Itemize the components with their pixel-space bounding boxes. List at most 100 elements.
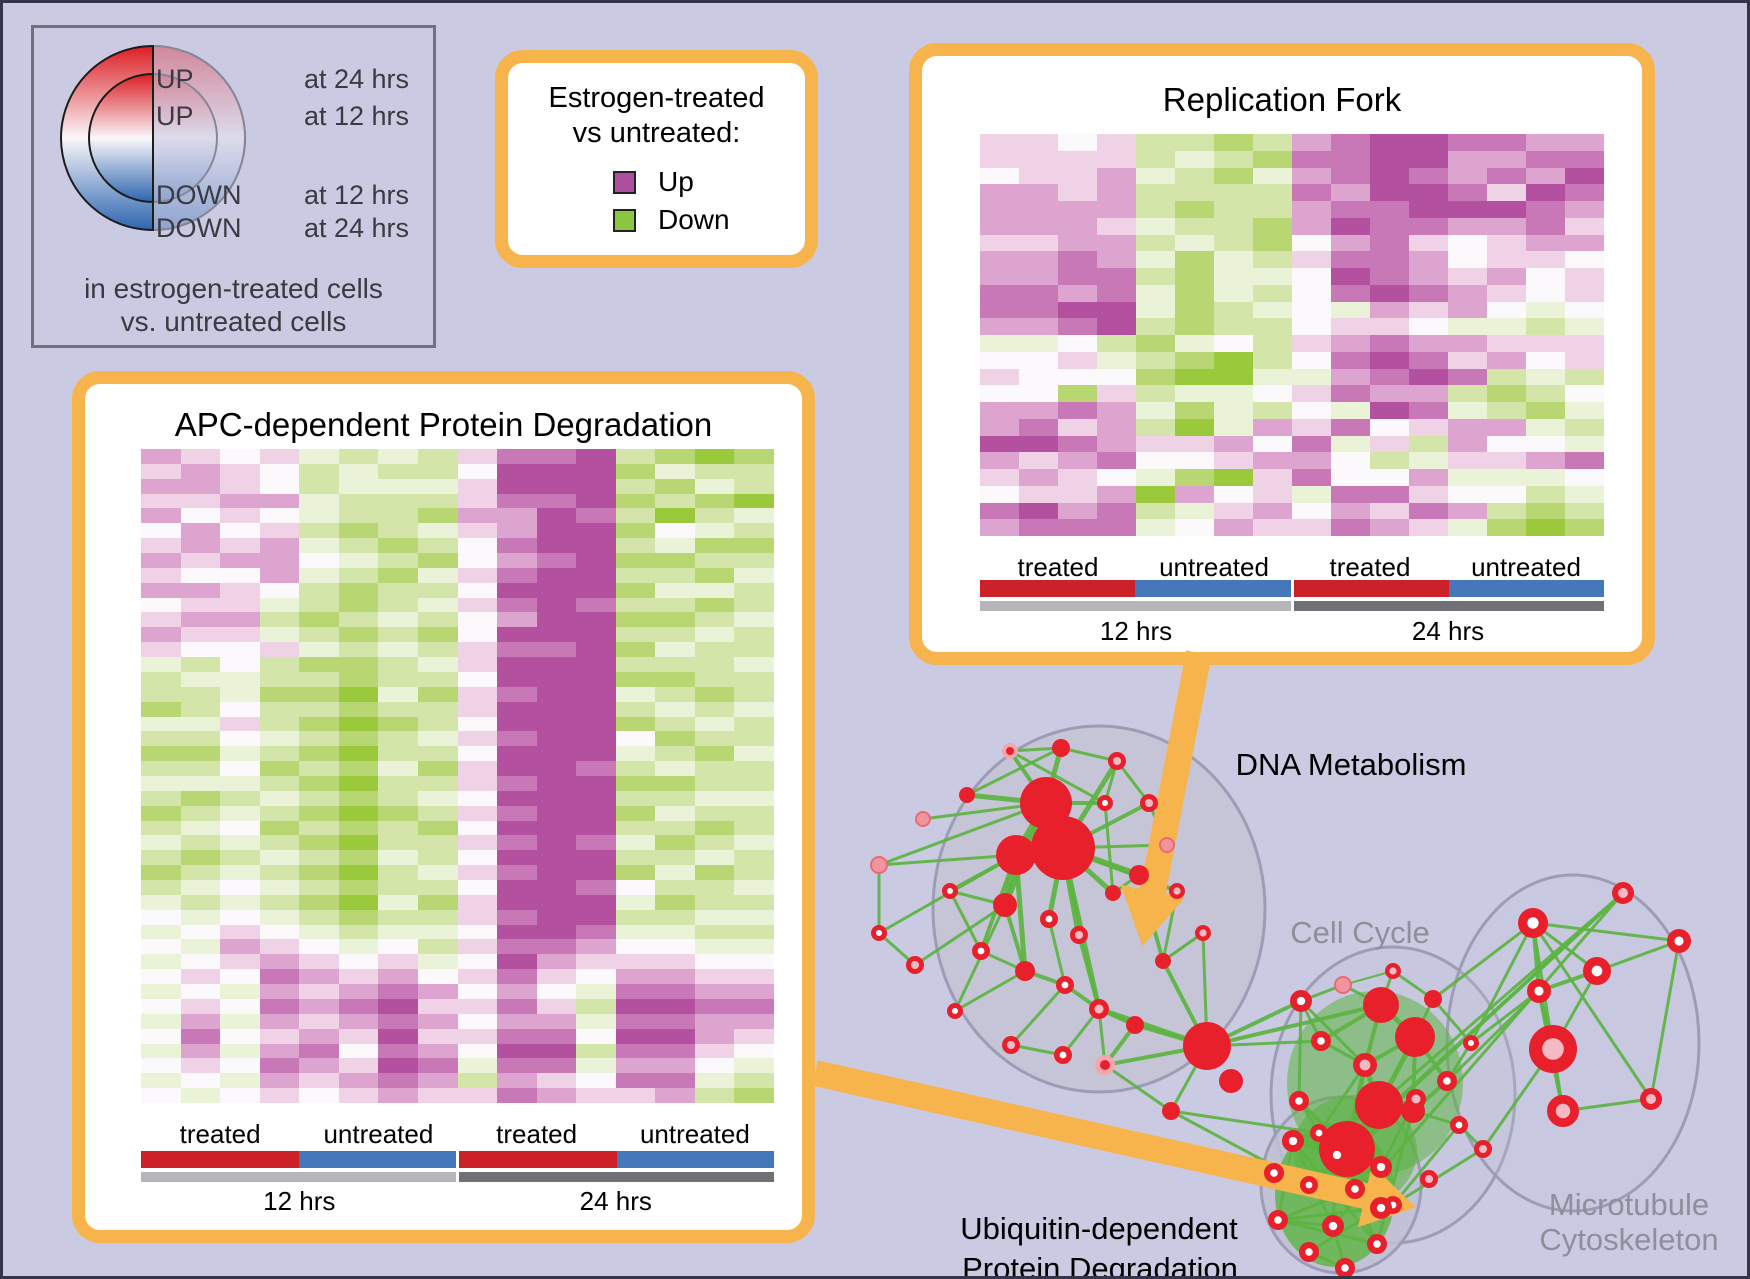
heatmap-cell xyxy=(655,909,695,925)
gene-node xyxy=(1526,978,1551,1003)
heatmap-cell xyxy=(299,1013,339,1029)
heatmap-cell xyxy=(1409,150,1448,168)
ring-time: at 12 hrs xyxy=(303,180,409,210)
gene-node xyxy=(1194,925,1211,942)
heatmap-cell xyxy=(338,880,379,895)
heatmap-cell xyxy=(1526,167,1565,185)
heatmap-cell xyxy=(1370,418,1409,436)
heatmap-cell xyxy=(1526,284,1565,302)
network-edge xyxy=(1137,874,1165,962)
heatmap-cell xyxy=(497,954,537,970)
heatmap-cell xyxy=(141,478,181,494)
network-edge xyxy=(1015,843,1064,860)
heatmap-cell xyxy=(141,761,181,776)
heatmap-cell xyxy=(980,184,1019,201)
heatmap-cell xyxy=(1331,502,1370,520)
heatmap-cell xyxy=(576,850,616,866)
heatmap-cell xyxy=(1565,418,1604,436)
gene-node xyxy=(1095,1055,1115,1075)
heatmap-cell xyxy=(694,553,735,568)
heatmap-cell xyxy=(299,523,339,539)
heatmap-cell xyxy=(1526,184,1565,201)
untreated-bar xyxy=(1448,580,1604,597)
down-label: Down xyxy=(658,204,730,235)
heatmap-cell xyxy=(536,627,577,643)
heatmap-cell xyxy=(220,642,260,658)
heatmap-cell xyxy=(220,612,260,628)
heatmap-cell xyxy=(694,657,735,672)
heatmap-cell xyxy=(259,538,300,554)
heatmap-cell xyxy=(259,909,300,925)
heatmap-cell xyxy=(1175,201,1214,218)
heatmap-cell xyxy=(180,1013,221,1029)
heatmap-cell xyxy=(1058,201,1097,218)
heatmap-cell xyxy=(417,478,458,494)
heatmap-cell xyxy=(1019,234,1058,252)
heatmap-cell xyxy=(417,998,458,1014)
heatmap-cell xyxy=(734,1088,774,1103)
heatmap-cell xyxy=(615,1088,656,1103)
heatmap-cell xyxy=(1097,201,1136,218)
heatmap-cell xyxy=(299,880,339,895)
apc-condition-bars xyxy=(141,1151,774,1168)
gene-node xyxy=(1370,1156,1393,1179)
heatmap-cell xyxy=(1214,217,1253,235)
heatmap-cell xyxy=(259,865,300,881)
heatmap-cell xyxy=(457,508,498,524)
ring-caption-line2: vs. untreated cells xyxy=(120,306,347,337)
heatmap-cell xyxy=(1565,351,1604,369)
heatmap-cell xyxy=(576,998,616,1014)
heatmap-cell xyxy=(536,998,577,1014)
gene-node xyxy=(1406,1089,1426,1109)
legend-item-down: Down xyxy=(613,204,730,236)
network-edge xyxy=(1104,1063,1172,1113)
heatmap-cell xyxy=(1214,385,1253,402)
heatmap-cell xyxy=(734,597,774,613)
heatmap-cell xyxy=(1019,385,1058,402)
network-edge xyxy=(1362,1064,1382,1106)
heatmap-cell xyxy=(417,850,458,866)
network-edge xyxy=(1061,845,1141,878)
apc-title: APC-dependent Protein Degradation xyxy=(174,406,713,443)
heatmap-cell xyxy=(141,790,181,806)
heatmap-cell xyxy=(980,335,1019,352)
untreated-bar xyxy=(1135,580,1291,597)
heatmap-cell xyxy=(1565,284,1604,302)
heatmap-cell xyxy=(1565,318,1604,335)
gene-node xyxy=(1384,963,1401,980)
ring-caption-line1: in estrogen-treated cells xyxy=(84,273,383,304)
heatmap-cell xyxy=(417,716,458,732)
heatmap-cell xyxy=(259,954,300,970)
heatmap-cell xyxy=(1448,418,1487,436)
heatmap-cell xyxy=(299,538,339,554)
heatmap-cell xyxy=(615,865,656,881)
heatmap-cell xyxy=(299,835,339,851)
heatmap-cell xyxy=(694,716,735,732)
heatmap-cell xyxy=(1448,150,1487,168)
heatmap-cell xyxy=(259,642,300,658)
heatmap-cell xyxy=(1448,134,1487,151)
heatmap-cell xyxy=(220,790,260,806)
heatmap-cell xyxy=(1331,351,1370,369)
heatmap-cell xyxy=(1526,452,1565,469)
heatmap-cell xyxy=(980,452,1019,469)
apc-degradation-panel: APC-dependent Protein Degradation treate… xyxy=(72,371,815,1243)
heatmap-cell xyxy=(615,553,656,568)
heatmap-cell xyxy=(180,894,221,910)
heatmap-cell xyxy=(734,790,774,806)
heatmap-cell xyxy=(457,998,498,1014)
heatmap-cell xyxy=(655,478,695,494)
heatmap-cell xyxy=(1058,167,1097,185)
network-edge xyxy=(1060,759,1120,850)
heatmap-cell xyxy=(536,642,577,658)
heatmap-cell xyxy=(536,449,577,464)
heatmap-cell xyxy=(1448,284,1487,302)
heatmap-cell xyxy=(576,478,616,494)
heatmap-cell xyxy=(1292,385,1331,402)
heatmap-cell xyxy=(576,1013,616,1029)
heatmap-cell xyxy=(734,805,774,821)
heatmap-cell xyxy=(655,865,695,881)
heatmap-cell xyxy=(1253,351,1292,369)
heatmap-cell xyxy=(1526,201,1565,218)
heatmap-cell xyxy=(220,761,260,776)
